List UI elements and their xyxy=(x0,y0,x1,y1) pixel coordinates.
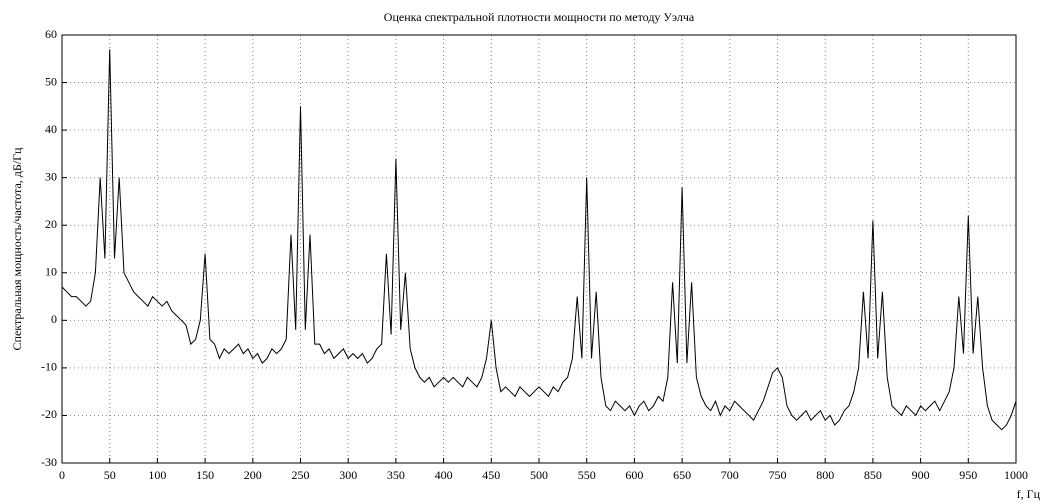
x-tick-label: 200 xyxy=(244,468,262,482)
x-tick-label: 550 xyxy=(578,468,596,482)
x-tick-label: 600 xyxy=(625,468,643,482)
x-tick-label: 100 xyxy=(148,468,166,482)
y-tick-label: 10 xyxy=(45,265,57,279)
y-tick-label: -10 xyxy=(41,360,57,374)
y-tick-label: 0 xyxy=(51,312,57,326)
spectrum-line xyxy=(61,49,1017,431)
plot-frame xyxy=(61,34,1017,464)
x-tick-label: 650 xyxy=(673,468,691,482)
y-tick-label: 60 xyxy=(45,27,57,41)
x-tick-label: 400 xyxy=(435,468,453,482)
x-tick-label: 1000 xyxy=(1004,468,1028,482)
x-tick-label: 700 xyxy=(721,468,739,482)
y-tick-label: 40 xyxy=(45,122,57,136)
chart-title: Оценка спектральной плотности мощности п… xyxy=(384,10,695,24)
x-tick-label: 0 xyxy=(59,468,65,482)
y-tick-label: -20 xyxy=(41,407,57,421)
x-tick-label: 300 xyxy=(339,468,357,482)
y-tick-label: 50 xyxy=(45,74,57,88)
x-tick-label: 850 xyxy=(864,468,882,482)
x-tick-label: 50 xyxy=(104,468,116,482)
x-tick-label: 250 xyxy=(292,468,310,482)
x-axis-label: f, Гц xyxy=(1017,487,1041,501)
x-tick-label: 150 xyxy=(196,468,214,482)
y-axis-label: Спектральная мощность/частота, дБ/Гц xyxy=(10,147,24,351)
y-tick-label: 30 xyxy=(45,169,57,183)
x-tick-label: 350 xyxy=(387,468,405,482)
x-tick-label: 950 xyxy=(959,468,977,482)
y-tick-label: 20 xyxy=(45,217,57,231)
x-tick-label: 800 xyxy=(816,468,834,482)
x-tick-label: 500 xyxy=(530,468,548,482)
x-tick-label: 900 xyxy=(912,468,930,482)
x-tick-label: 750 xyxy=(769,468,787,482)
x-tick-label: 450 xyxy=(482,468,500,482)
y-tick-label: -30 xyxy=(41,455,57,469)
